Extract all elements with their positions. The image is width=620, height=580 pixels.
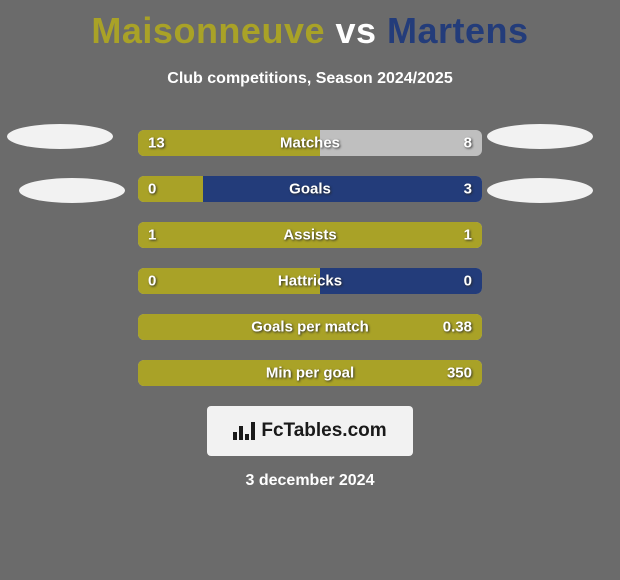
subtitle: Club competitions, Season 2024/2025: [0, 70, 620, 88]
stat-label: Matches: [280, 135, 340, 152]
title-part: Martens: [387, 10, 529, 51]
stat-value-right: 350: [447, 365, 472, 382]
stat-label: Hattricks: [278, 273, 342, 290]
stat-fill-right: [320, 268, 482, 294]
stat-value-right: 0: [464, 273, 472, 290]
title-part: vs: [325, 10, 387, 51]
stat-value-right: 8: [464, 135, 472, 152]
stat-label: Assists: [283, 227, 336, 244]
stat-label: Min per goal: [266, 365, 354, 382]
stat-row: Min per goal 350: [138, 360, 482, 386]
logo-text: FcTables.com: [261, 420, 386, 442]
stat-row: Goals 0 3: [138, 176, 482, 202]
stat-value-right: 0.38: [443, 319, 472, 336]
stat-label: Goals: [289, 181, 331, 198]
stat-value-left: 13: [148, 135, 165, 152]
stat-value-left: 0: [148, 181, 156, 198]
stat-row: Hattricks 0 0: [138, 268, 482, 294]
date-text: 3 december 2024: [0, 472, 620, 490]
bar-chart-icon: [233, 422, 255, 440]
stat-row: Assists 1 1: [138, 222, 482, 248]
title-part: Maisonneuve: [91, 10, 325, 51]
stat-value-left: 0: [148, 273, 156, 290]
stat-row: Goals per match 0.38: [138, 314, 482, 340]
comparison-infographic: Maisonneuve vs Martens Club competitions…: [0, 0, 620, 580]
stat-fill-right: [203, 176, 482, 202]
stat-value-right: 3: [464, 181, 472, 198]
stat-value-left: 1: [148, 227, 156, 244]
page-title: Maisonneuve vs Martens: [0, 0, 620, 52]
stat-label: Goals per match: [251, 319, 369, 336]
logo-box: FcTables.com: [207, 406, 413, 456]
stats-chart: Matches138Goals03Assists11Hattricks00Goa…: [0, 130, 620, 386]
stat-row: Matches 13 8: [138, 130, 482, 156]
stat-value-right: 1: [464, 227, 472, 244]
